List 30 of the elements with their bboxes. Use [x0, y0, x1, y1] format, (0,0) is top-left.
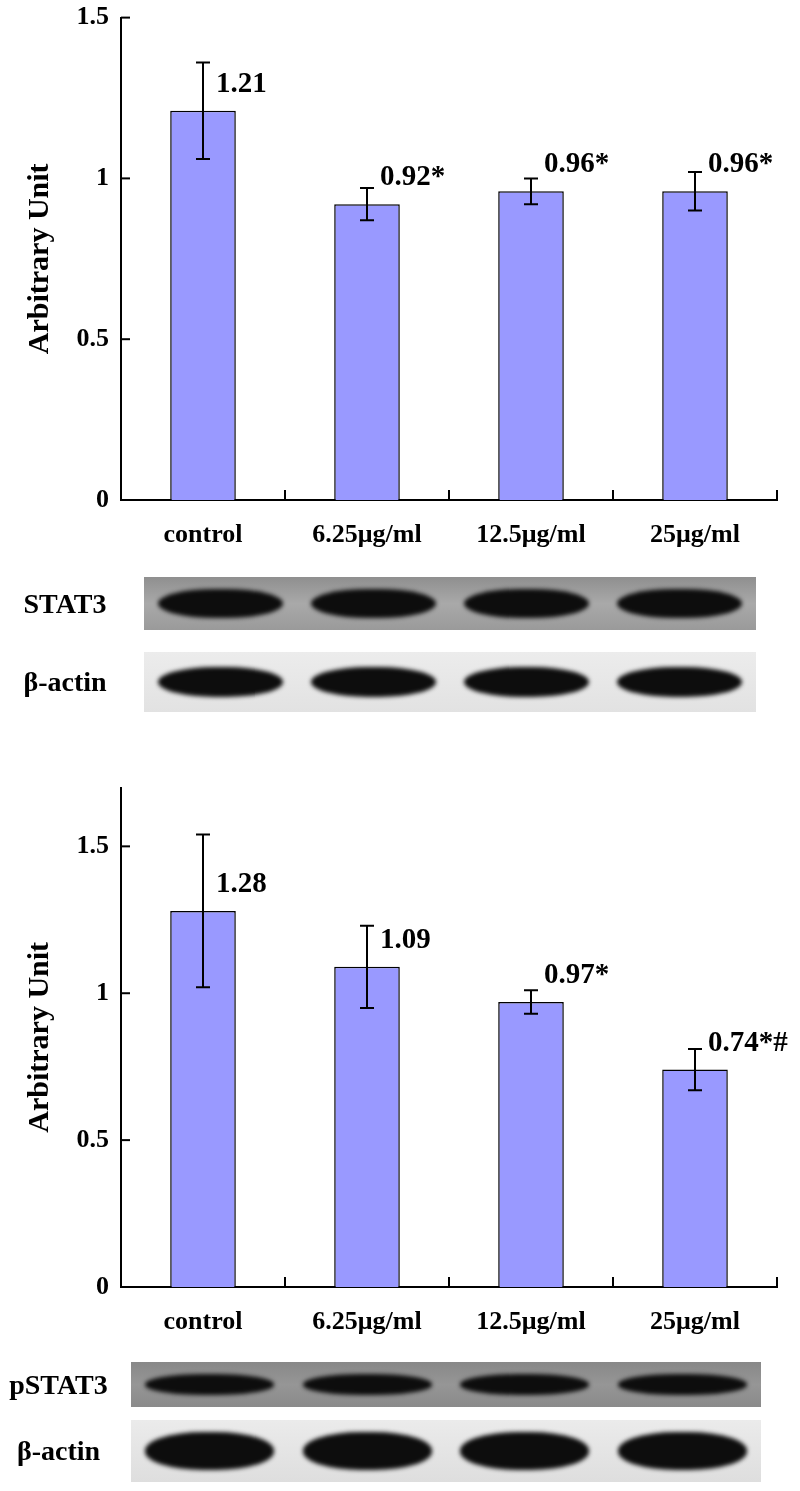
data-label: 0.96* [708, 146, 774, 179]
y-tick-label: 0.5 [76, 1123, 109, 1153]
y-tick-label: 0 [96, 483, 109, 513]
data-label: 0.97* [544, 957, 610, 990]
x-tick-label: control [163, 519, 243, 549]
data-label: 1.21 [216, 65, 267, 98]
text: pSTAT3 [8, 1368, 109, 1400]
x-tick-label: 6.25μg/ml [312, 1306, 422, 1336]
y-axis-title: Arbitrary Unit [20, 941, 54, 1133]
text: STAT3 [22, 587, 108, 619]
y-tick-label: 1.5 [76, 1, 109, 31]
x-tick-label: 25μg/ml [650, 1306, 740, 1336]
y-tick-label: 0.5 [76, 322, 109, 352]
y-tick-label: 1.5 [76, 830, 109, 860]
y-tick-label: 0 [96, 1270, 109, 1300]
text: β-actin [22, 666, 108, 697]
data-label: 0.74*# [708, 1024, 789, 1057]
x-tick-label: 6.25μg/ml [312, 519, 422, 549]
x-tick-label: 12.5μg/ml [476, 519, 586, 549]
data-label: 1.28 [216, 865, 267, 898]
y-tick-label: 1 [96, 976, 109, 1006]
x-tick-label: 12.5μg/ml [476, 1306, 586, 1336]
x-tick-label: control [163, 1306, 243, 1336]
y-axis-title: Arbitrary Unit [20, 163, 54, 355]
data-label: 0.92* [380, 159, 446, 192]
data-label: 1.09 [380, 921, 431, 954]
y-tick-label: 1 [96, 162, 109, 192]
text: β-actin [15, 1435, 102, 1466]
x-tick-label: 25μg/ml [650, 519, 740, 549]
data-label: 0.96* [544, 146, 610, 179]
